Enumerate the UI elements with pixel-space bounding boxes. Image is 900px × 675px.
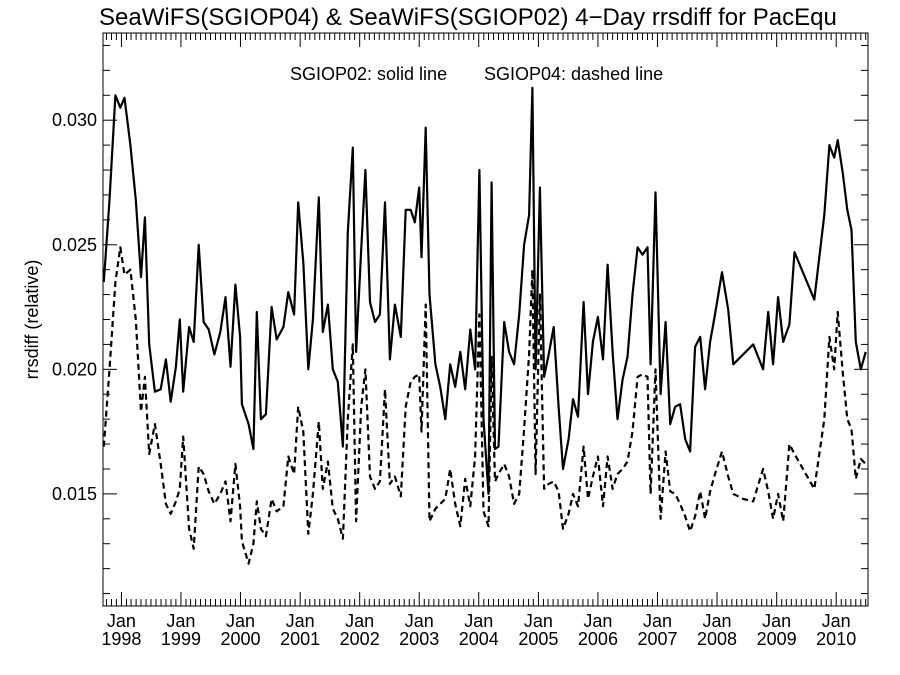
x-tick-label-year: 2008 <box>697 629 737 649</box>
x-tick-label-month: Jan <box>345 611 374 631</box>
x-tick-label-month: Jan <box>166 611 195 631</box>
legend-entry-solid: SGIOP02: solid line <box>290 64 447 84</box>
y-tick-label: 0.020 <box>52 359 97 379</box>
y-axis-label: rrsdiff (relative) <box>22 260 42 380</box>
x-tick-label-year: 2010 <box>816 629 856 649</box>
x-tick-label-year: 2003 <box>399 629 439 649</box>
x-tick-label-year: 2000 <box>220 629 260 649</box>
x-tick-label-month: Jan <box>107 611 136 631</box>
x-tick-label-year: 1998 <box>101 629 141 649</box>
x-tick-label-month: Jan <box>464 611 493 631</box>
x-tick-label-month: Jan <box>643 611 672 631</box>
legend-entry-dashed: SGIOP04: dashed line <box>484 64 663 84</box>
x-tick-label-year: 2001 <box>280 629 320 649</box>
x-tick-label-year: 2002 <box>340 629 380 649</box>
y-axis: 0.015 0.020 0.025 0.030 <box>52 44 868 595</box>
x-tick-label-month: Jan <box>762 611 791 631</box>
series-line-dashed <box>102 246 867 565</box>
x-tick-label-month: Jan <box>226 611 255 631</box>
x-tick-label-year: 2007 <box>637 629 677 649</box>
y-tick-label: 0.030 <box>52 110 97 130</box>
y-tick-label: 0.025 <box>52 235 97 255</box>
x-tick-label-year: 2005 <box>518 629 558 649</box>
x-tick-label-month: Jan <box>583 611 612 631</box>
series-layer <box>102 86 867 565</box>
x-tick-label-year: 1999 <box>161 629 201 649</box>
x-tick-label-month: Jan <box>524 611 553 631</box>
x-tick-label-year: 2004 <box>459 629 499 649</box>
x-tick-label-month: Jan <box>405 611 434 631</box>
series-line-solid <box>102 86 867 495</box>
x-tick-label-month: Jan <box>822 611 851 631</box>
x-tick-label-year: 2009 <box>757 629 797 649</box>
plot-frame <box>102 32 869 607</box>
chart-title: SeaWiFS(SGIOP04) & SeaWiFS(SGIOP02) 4−Da… <box>99 4 837 31</box>
x-tick-label-month: Jan <box>702 611 731 631</box>
x-tick-label-month: Jan <box>286 611 315 631</box>
y-tick-label: 0.015 <box>52 484 97 504</box>
x-tick-label-year: 2006 <box>578 629 618 649</box>
x-axis: Jan1998Jan1999Jan2000Jan2001Jan2002Jan20… <box>101 33 867 649</box>
